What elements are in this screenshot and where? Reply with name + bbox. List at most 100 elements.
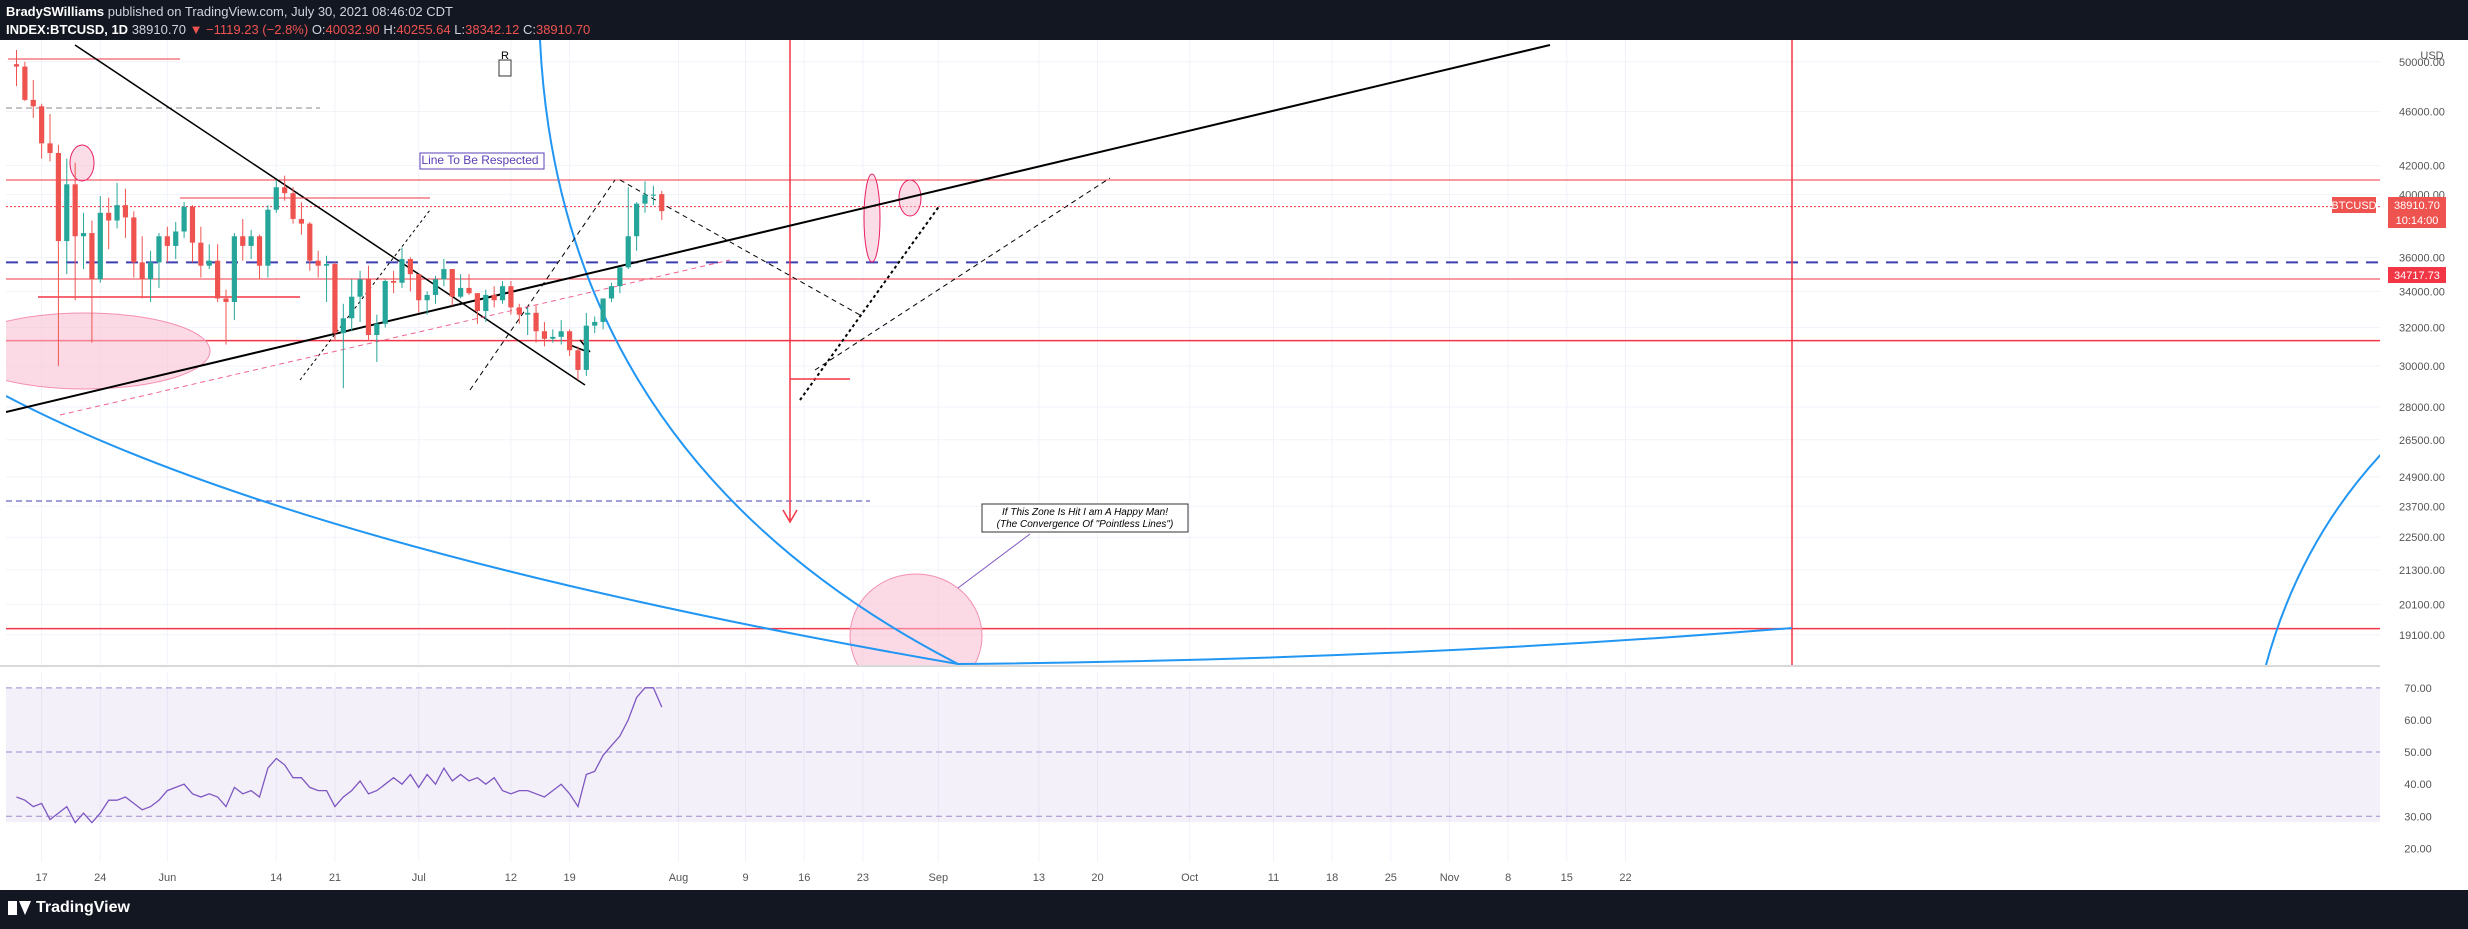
rsi-axis[interactable]: 70.00 60.00 50.00 40.00 30.00 20.00 [2404,683,2432,856]
dotted-channel [799,204,941,401]
candle-body [55,152,61,242]
open-value: 40032.90 [325,22,380,37]
rsi-tick-label: 30.00 [2404,811,2432,823]
candle-body [483,294,489,311]
candle-body [600,298,606,322]
time-tick-label: 14 [270,872,282,884]
publisher-line: BradySWilliams published on TradingView.… [6,4,453,19]
candle-body [156,236,162,263]
candle-body [315,260,321,266]
time-tick-label: 18 [1326,872,1338,884]
last-price-tag: 38910.70 [2394,200,2440,212]
candle-body [340,318,346,334]
last-price: 38910.70 [131,22,186,37]
candle-body [89,233,95,280]
line-to-be-respected-label[interactable]: Line To Be Respected [421,153,538,167]
author-name[interactable]: BradySWilliams [6,4,105,19]
blue-arc-vertical [539,40,961,665]
candle-body [432,279,439,295]
time-tick-label: 12 [505,872,517,884]
candle-body [215,260,221,299]
candle-body [198,242,204,266]
time-tick-label: 23 [857,872,869,884]
candle-body [30,99,36,107]
candle-body [349,296,355,319]
black-downtrend [74,44,586,386]
drawings [6,40,2380,665]
open-label: O: [311,22,326,37]
candle-body [650,194,656,196]
time-tick-label: Jul [412,872,426,884]
pink-zone-may [69,144,95,182]
level-tag: 34717.73 [2394,270,2440,282]
candle-body [357,279,363,297]
candle-body [64,184,70,242]
price-tick-label: 22500.00 [2399,532,2445,544]
level-tag-bg [2388,267,2446,283]
candle-body [365,279,372,336]
candle-body [248,236,254,246]
chart-svg[interactable]: R Line To Be Respected If This Zone Is H… [0,40,2468,890]
close-value: 38910.70 [535,22,591,37]
low-value: 38342.12 [465,22,520,37]
annotations: R Line To Be Respected If This Zone Is H… [421,50,1173,530]
price-tick-label: 50000.00 [2399,57,2445,69]
price-tick-label: 36000.00 [2399,252,2445,264]
candle-body [449,269,455,297]
time-tick-label: 24 [94,872,106,884]
blue-arc-lower-right [957,627,1793,665]
time-tick-label: 11 [1268,872,1279,884]
price-axis[interactable]: 50000.0046000.0042000.0040000.0036000.00… [2399,57,2445,642]
rsi-pane [6,687,2380,824]
candle-body [399,259,405,283]
candle-body [231,236,237,303]
price-tick-label: 23700.00 [2399,501,2445,513]
candle-body [106,212,112,221]
time-axis[interactable]: 17 24 Jun 14 21 Jul 12 19 Aug 9 16 23 Sep 13 20 Oct 11 18… [36,872,1632,884]
happy-man-note-line1[interactable]: If This Zone Is Hit I am A Happy Man! [1002,507,1168,518]
candle-body [206,260,212,266]
price-tags: BTCUSD 38910.70 10:14:00 34717.73 [2331,197,2446,283]
price-pane[interactable] [6,40,2380,665]
price-tick-label: 42000.00 [2399,161,2445,173]
time-tick-label: 15 [1561,872,1573,884]
candle-body [189,206,196,243]
rsi-tick-label: 40.00 [2404,779,2432,791]
chart-area[interactable]: R Line To Be Respected If This Zone Is H… [0,40,2468,890]
candle-body [424,294,430,301]
candle-body [441,269,447,280]
happy-man-note-connector [957,533,1031,589]
candle-body [256,236,263,266]
candle-body [273,187,279,210]
last-price-tag-bg [2388,197,2446,213]
currency-label[interactable]: USD [2420,50,2443,62]
candle-body [282,187,288,194]
symbol-label[interactable]: INDEX:BTCUSD, 1D [6,22,129,37]
brand-name: TradingView [36,899,130,916]
price-tick-label: 34000.00 [2399,286,2445,298]
countdown-tag-bg [2388,213,2446,228]
candle-body [374,323,380,336]
time-tick-label: 13 [1033,872,1045,884]
candle-body [516,307,522,315]
candle-body [164,236,170,246]
chart-header: BradySWilliams published on TradingView.… [0,0,2468,40]
candle-body [458,287,464,297]
symbol-tag-bg [2332,197,2376,213]
happy-man-note-line2[interactable]: (The Convergence Of "Pointless Lines") [997,519,1174,530]
candle-body [541,331,548,339]
candle-body [625,236,631,268]
brand[interactable]: TradingView [8,899,130,917]
candle-body [550,336,556,339]
r-marker[interactable]: R [501,50,509,62]
price-tick-label: 20100.00 [2399,599,2445,611]
candle-body [122,205,129,218]
published-text: published on TradingView.com, July 30, 2… [107,4,453,19]
pink-zone-target [849,573,983,665]
time-tick-label: 9 [742,872,748,884]
candle-body [323,264,330,266]
time-tick-label: Jun [158,872,176,884]
time-tick-label: 25 [1385,872,1397,884]
pink-zone-spike [863,173,881,263]
countdown-tag: 10:14:00 [2396,215,2439,227]
